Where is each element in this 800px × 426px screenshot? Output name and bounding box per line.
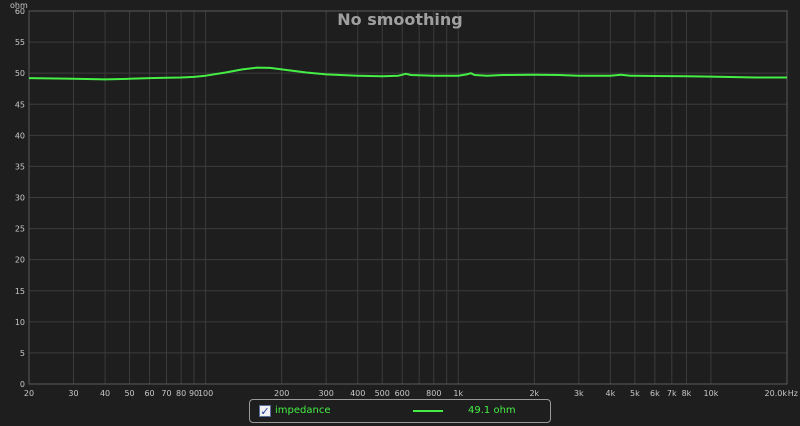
legend: ✓ impedance 49.1 ohm	[249, 399, 551, 423]
x-tick-label: 3k	[574, 389, 584, 398]
x-tick-label: 80	[176, 389, 186, 398]
y-tick-label: 35	[15, 162, 25, 171]
x-tick-label: 90	[189, 389, 199, 398]
y-axis-ticks: 0 5 10 15 20 25 30 35 40 45 50 55 60	[15, 7, 25, 389]
y-tick-label: 0	[20, 380, 25, 389]
y-tick-label: 5	[20, 349, 25, 358]
y-tick-label: 20	[15, 256, 25, 265]
x-tick-label: 30	[68, 389, 78, 398]
x-tick-label: 100	[198, 389, 213, 398]
y-tick-label: 40	[15, 131, 25, 140]
y-tick-label: 55	[15, 38, 25, 47]
x-tick-label: 500	[375, 389, 390, 398]
legend-series-name: impedance	[275, 405, 331, 416]
x-tick-label: 4k	[606, 389, 616, 398]
x-tick-label: 400	[350, 389, 365, 398]
x-tick-label: 1k	[453, 389, 463, 398]
x-tick-label: 20	[24, 389, 34, 398]
x-tick-label: 60	[144, 389, 154, 398]
x-tick-label: 6k	[650, 389, 660, 398]
legend-checkbox[interactable]: ✓	[259, 405, 271, 418]
x-tick-label: 40	[100, 389, 110, 398]
legend-line-swatch	[413, 410, 443, 412]
x-tick-label: 20.0k	[765, 389, 788, 398]
series-layer	[28, 66, 787, 81]
legend-value: 49.1 ohm	[468, 405, 516, 416]
x-tick-label: 200	[274, 389, 289, 398]
y-tick-label: 30	[15, 194, 25, 203]
x-tick-label: 2k	[529, 389, 539, 398]
x-tick-label: 10k	[704, 389, 719, 398]
x-tick-label: 300	[319, 389, 334, 398]
x-tick-label: 800	[426, 389, 441, 398]
y-tick-label: 10	[15, 318, 25, 327]
x-tick-label: 600	[395, 389, 410, 398]
x-tick-label: 70	[161, 389, 171, 398]
plot-frame	[28, 10, 788, 385]
y-tick-label: 45	[15, 100, 25, 109]
x-tick-label: 8k	[682, 389, 692, 398]
x-tick-label: 7k	[667, 389, 677, 398]
x-tick-label: 50	[124, 389, 134, 398]
chart-title: No smoothing	[337, 10, 463, 29]
y-tick-label: 25	[15, 225, 25, 234]
y-axis-label: ohm	[10, 1, 28, 10]
x-axis-label: Hz	[788, 389, 798, 398]
grid	[28, 10, 788, 385]
series-line-impedance	[28, 66, 787, 81]
y-tick-label: 15	[15, 287, 25, 296]
x-tick-label: 5k	[630, 389, 640, 398]
y-tick-label: 60	[15, 7, 25, 16]
y-tick-label: 50	[15, 69, 25, 78]
